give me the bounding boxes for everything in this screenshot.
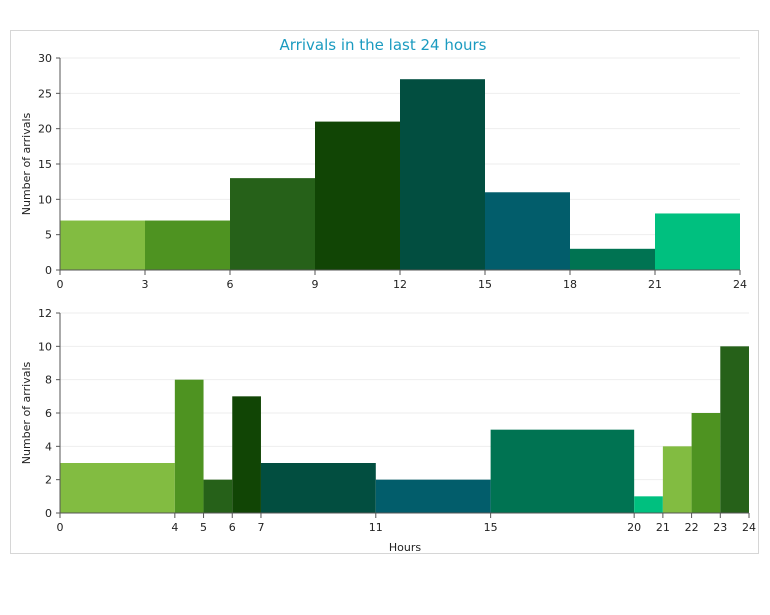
histogram-bar	[634, 496, 663, 513]
y-tick-label: 0	[45, 264, 52, 277]
x-tick-label: 22	[685, 521, 699, 534]
histogram-bar	[485, 192, 570, 270]
x-tick-label: 5	[200, 521, 207, 534]
y-tick-label: 30	[38, 52, 52, 65]
x-tick-label: 12	[393, 278, 407, 291]
histogram-bar	[375, 479, 491, 513]
histogram-bar	[174, 379, 204, 513]
x-tick-label: 18	[563, 278, 577, 291]
y-tick-label: 5	[45, 229, 52, 242]
histogram-bar	[315, 121, 400, 270]
histogram-bar	[203, 479, 233, 513]
x-tick-label: 9	[312, 278, 319, 291]
x-tick-label: 21	[656, 521, 670, 534]
chart-title: Arrivals in the last 24 hours	[280, 36, 487, 54]
x-tick-label: 6	[227, 278, 234, 291]
chart-frame	[10, 30, 759, 554]
y-tick-label: 15	[38, 158, 52, 171]
y-axis-title: Number of arrivals	[20, 113, 33, 216]
x-tick-label: 3	[142, 278, 149, 291]
x-tick-label: 15	[478, 278, 492, 291]
y-tick-label: 6	[45, 407, 52, 420]
y-tick-label: 0	[45, 507, 52, 520]
y-tick-label: 4	[45, 440, 52, 453]
x-tick-label: 15	[484, 521, 498, 534]
histogram-bar	[60, 463, 175, 513]
x-tick-label: 0	[57, 521, 64, 534]
x-tick-label: 7	[257, 521, 264, 534]
histogram-bar	[662, 446, 692, 513]
histogram-bar	[232, 396, 261, 513]
histogram-bar	[570, 248, 655, 270]
histogram-bar	[230, 178, 315, 270]
y-tick-label: 10	[38, 340, 52, 353]
x-tick-label: 0	[57, 278, 64, 291]
x-tick-label: 23	[713, 521, 727, 534]
top-histogram: 0 5 10 15 20 25 30 0 3 6 9 12 15 18 21 24 Number of arri…	[20, 52, 747, 291]
histogram-bar	[260, 463, 376, 513]
x-tick-label: 11	[369, 521, 383, 534]
x-tick-label: 4	[171, 521, 178, 534]
y-tick-label: 12	[38, 307, 52, 320]
y-tick-label: 20	[38, 123, 52, 136]
x-tick-label: 21	[648, 278, 662, 291]
histogram-bar	[720, 346, 749, 513]
histogram-bar	[655, 213, 740, 270]
histogram-bar	[490, 429, 635, 513]
y-tick-label: 10	[38, 193, 52, 206]
x-tick-label: 24	[733, 278, 747, 291]
y-tick-label: 25	[38, 87, 52, 100]
histogram-bar	[400, 79, 485, 270]
histogram-bar	[691, 413, 721, 513]
x-tick-label: 6	[229, 521, 236, 534]
histogram-bar	[60, 220, 145, 270]
x-tick-label: 20	[627, 521, 641, 534]
x-axis-title: Hours	[389, 541, 421, 554]
y-tick-label: 2	[45, 474, 52, 487]
x-tick-label: 24	[742, 521, 756, 534]
histogram-bar	[145, 220, 230, 270]
y-axis-title: Number of arrivals	[20, 362, 33, 465]
y-tick-label: 8	[45, 374, 52, 387]
